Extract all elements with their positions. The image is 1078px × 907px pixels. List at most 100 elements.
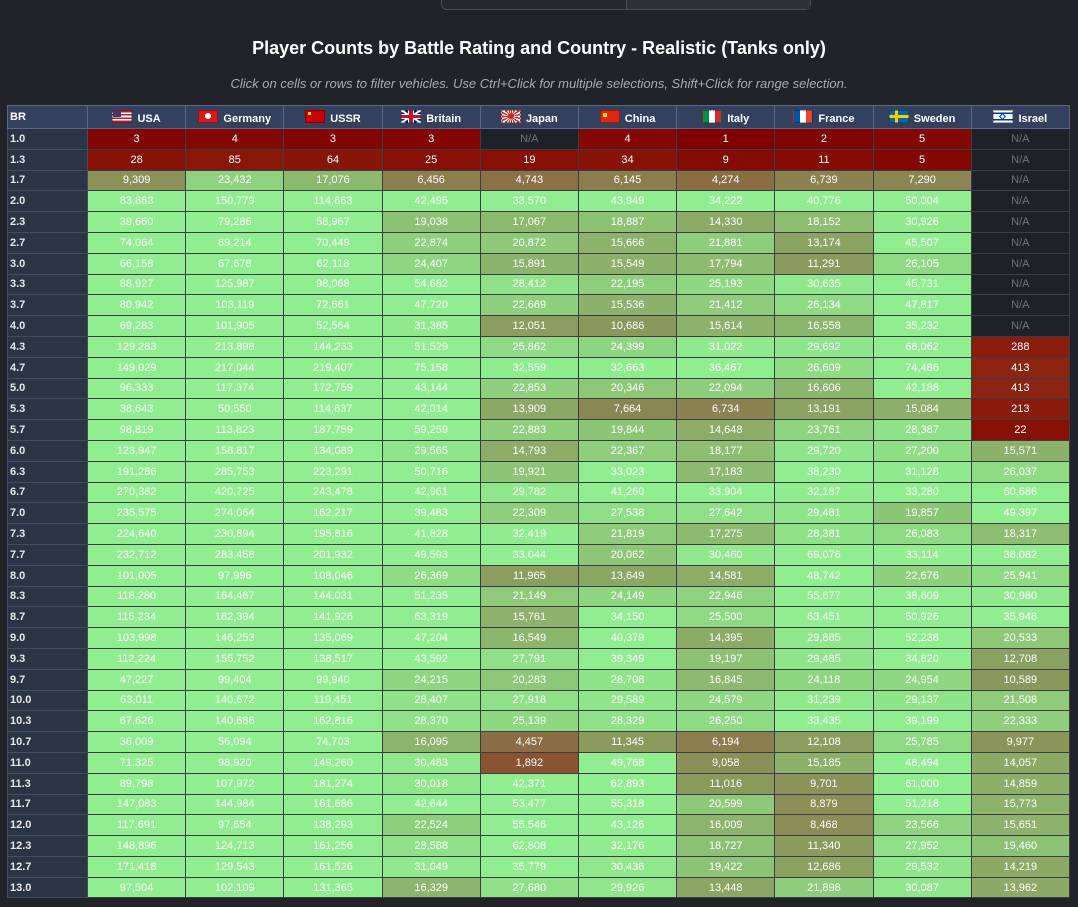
- heatmap-cell[interactable]: 11,965: [479, 564, 579, 587]
- br-label[interactable]: 3.0: [7, 252, 88, 275]
- heatmap-cell[interactable]: 155,752: [185, 647, 285, 670]
- heatmap-cell[interactable]: 25,785: [872, 731, 972, 753]
- heatmap-cell[interactable]: 26,083: [872, 523, 972, 545]
- table-row[interactable]: 1.0 3 4 3 3 N/A 4 1 2 5 N/A: [7, 128, 1071, 150]
- heatmap-cell[interactable]: 274,064: [185, 502, 285, 525]
- heatmap-cell[interactable]: 125,987: [185, 273, 285, 296]
- heatmap-cell[interactable]: 97,504: [86, 876, 187, 899]
- heatmap-cell[interactable]: 59,259: [381, 419, 481, 441]
- heatmap-cell[interactable]: 11,340: [774, 835, 874, 857]
- column-header-ussr[interactable]: USSR: [283, 105, 383, 129]
- table-row[interactable]: 3.0 66,158 67,678 62,118 24,407 15,891 15,549 1…: [7, 252, 1071, 275]
- heatmap-cell[interactable]: 13,191: [774, 398, 874, 421]
- heatmap-cell[interactable]: 26,609: [774, 356, 874, 379]
- heatmap-cell[interactable]: 144,984: [185, 793, 285, 816]
- heatmap-cell[interactable]: 49,397: [970, 502, 1071, 525]
- br-label[interactable]: 11.3: [7, 772, 88, 795]
- heatmap-cell[interactable]: 135,069: [283, 627, 383, 649]
- heatmap-cell[interactable]: 283,458: [185, 543, 285, 566]
- heatmap-cell[interactable]: 115,234: [86, 606, 187, 629]
- heatmap-cell[interactable]: 52,238: [872, 627, 972, 649]
- heatmap-cell[interactable]: 98,920: [185, 751, 285, 774]
- table-row[interactable]: 9.0 103,998 146,253 135,069 47,204 16,549 40,3…: [7, 627, 1071, 649]
- br-label[interactable]: 3.3: [7, 273, 88, 296]
- heatmap-cell[interactable]: 20,062: [577, 543, 678, 566]
- heatmap-cell[interactable]: 158,817: [185, 439, 285, 462]
- br-label[interactable]: 1.0: [7, 128, 88, 150]
- heatmap-cell[interactable]: 39,199: [872, 710, 972, 733]
- heatmap-cell[interactable]: 117,374: [185, 377, 285, 400]
- table-row[interactable]: 10.7 36,009 56,094 74,703 16,095 4,457 11,345 6…: [7, 731, 1071, 753]
- heatmap-cell[interactable]: 30,087: [872, 876, 972, 899]
- br-label[interactable]: 1.3: [7, 148, 88, 171]
- table-row[interactable]: 12.3 148,896 124,713 161,256 28,588 62,808 32,…: [7, 835, 1071, 857]
- heatmap-cell[interactable]: 141,926: [283, 606, 383, 629]
- heatmap-cell[interactable]: 140,672: [185, 689, 285, 712]
- heatmap-cell[interactable]: 16,558: [774, 315, 874, 337]
- heatmap-cell[interactable]: 19,197: [676, 647, 776, 670]
- heatmap-cell[interactable]: 50,550: [185, 398, 285, 421]
- heatmap-cell[interactable]: 162,217: [283, 502, 383, 525]
- heatmap-cell[interactable]: 117,691: [86, 814, 187, 837]
- heatmap-cell[interactable]: 28,588: [381, 835, 481, 857]
- heatmap-cell[interactable]: 11,291: [774, 252, 874, 275]
- heatmap-cell[interactable]: 12,051: [479, 315, 579, 337]
- heatmap-cell[interactable]: 161,256: [283, 835, 383, 857]
- heatmap-cell[interactable]: 50,716: [381, 460, 481, 483]
- br-label[interactable]: 12.3: [7, 835, 88, 857]
- heatmap-cell[interactable]: 162,816: [283, 710, 383, 733]
- heatmap-cell[interactable]: 201,932: [283, 543, 383, 566]
- view-toggle-right[interactable]: [625, 0, 810, 9]
- heatmap-cell[interactable]: 20,346: [577, 377, 678, 400]
- heatmap-cell[interactable]: 29,137: [872, 689, 972, 712]
- heatmap-cell[interactable]: 16,329: [381, 876, 481, 899]
- heatmap-cell[interactable]: 68,062: [872, 335, 972, 358]
- heatmap-cell[interactable]: 29,532: [872, 855, 972, 878]
- heatmap-cell[interactable]: 27,918: [479, 689, 579, 712]
- heatmap-cell[interactable]: 42,014: [381, 398, 481, 421]
- br-label[interactable]: 2.3: [7, 211, 88, 233]
- heatmap-cell[interactable]: 33,280: [872, 481, 972, 504]
- br-label[interactable]: 10.0: [7, 689, 88, 712]
- table-row[interactable]: 4.7 149,029 217,044 219,407 75,158 32,559 32,6…: [7, 356, 1071, 379]
- heatmap-cell[interactable]: 53,477: [479, 793, 579, 816]
- heatmap-cell[interactable]: 40,379: [577, 627, 678, 649]
- heatmap-cell[interactable]: 22,195: [577, 273, 678, 296]
- heatmap-cell[interactable]: 7,664: [577, 398, 678, 421]
- heatmap-cell[interactable]: 14,648: [676, 419, 776, 441]
- heatmap-cell[interactable]: 32,419: [479, 523, 579, 545]
- heatmap-cell[interactable]: 13,448: [676, 876, 776, 899]
- heatmap-cell[interactable]: 42,961: [381, 481, 481, 504]
- table-row[interactable]: 8.0 101,005 97,996 108,046 26,369 11,965 13,64…: [7, 564, 1071, 587]
- heatmap-cell[interactable]: N/A: [970, 252, 1071, 275]
- heatmap-cell[interactable]: 28,381: [774, 523, 874, 545]
- heatmap-cell[interactable]: 25,862: [479, 335, 579, 358]
- heatmap-cell[interactable]: 69,076: [774, 543, 874, 566]
- heatmap-cell[interactable]: 3: [283, 128, 383, 150]
- heatmap-cell[interactable]: 19,844: [577, 419, 678, 441]
- heatmap-cell[interactable]: 14,581: [676, 564, 776, 587]
- heatmap-cell[interactable]: 36,009: [86, 731, 187, 753]
- table-row[interactable]: 2.3 39,660 79,286 58,967 19,038 17,067 18,887 1…: [7, 211, 1071, 233]
- heatmap-cell[interactable]: 39,349: [577, 647, 678, 670]
- heatmap-cell[interactable]: 85: [185, 148, 285, 171]
- heatmap-cell[interactable]: 22,874: [381, 231, 481, 254]
- heatmap-cell[interactable]: 129,543: [185, 855, 285, 878]
- heatmap-cell[interactable]: 144,031: [283, 585, 383, 608]
- heatmap-cell[interactable]: 41,828: [381, 523, 481, 545]
- heatmap-cell[interactable]: 3: [86, 128, 187, 150]
- heatmap-cell[interactable]: 43,949: [577, 190, 678, 213]
- heatmap-cell[interactable]: 30,635: [774, 273, 874, 296]
- heatmap-cell[interactable]: 32,663: [577, 356, 678, 379]
- heatmap-cell[interactable]: 69,214: [185, 231, 285, 254]
- heatmap-cell[interactable]: 17,183: [676, 460, 776, 483]
- heatmap-cell[interactable]: 150,779: [185, 190, 285, 213]
- heatmap-cell[interactable]: 103,998: [86, 627, 187, 649]
- heatmap-cell[interactable]: 50,926: [872, 606, 972, 629]
- heatmap-cell[interactable]: 62,893: [577, 772, 678, 795]
- heatmap-cell[interactable]: 14,330: [676, 211, 776, 233]
- heatmap-cell[interactable]: 25,941: [970, 564, 1071, 587]
- heatmap-cell[interactable]: 9,309: [86, 169, 187, 192]
- heatmap-cell[interactable]: 88,927: [86, 273, 187, 296]
- heatmap-cell[interactable]: 413: [970, 377, 1071, 400]
